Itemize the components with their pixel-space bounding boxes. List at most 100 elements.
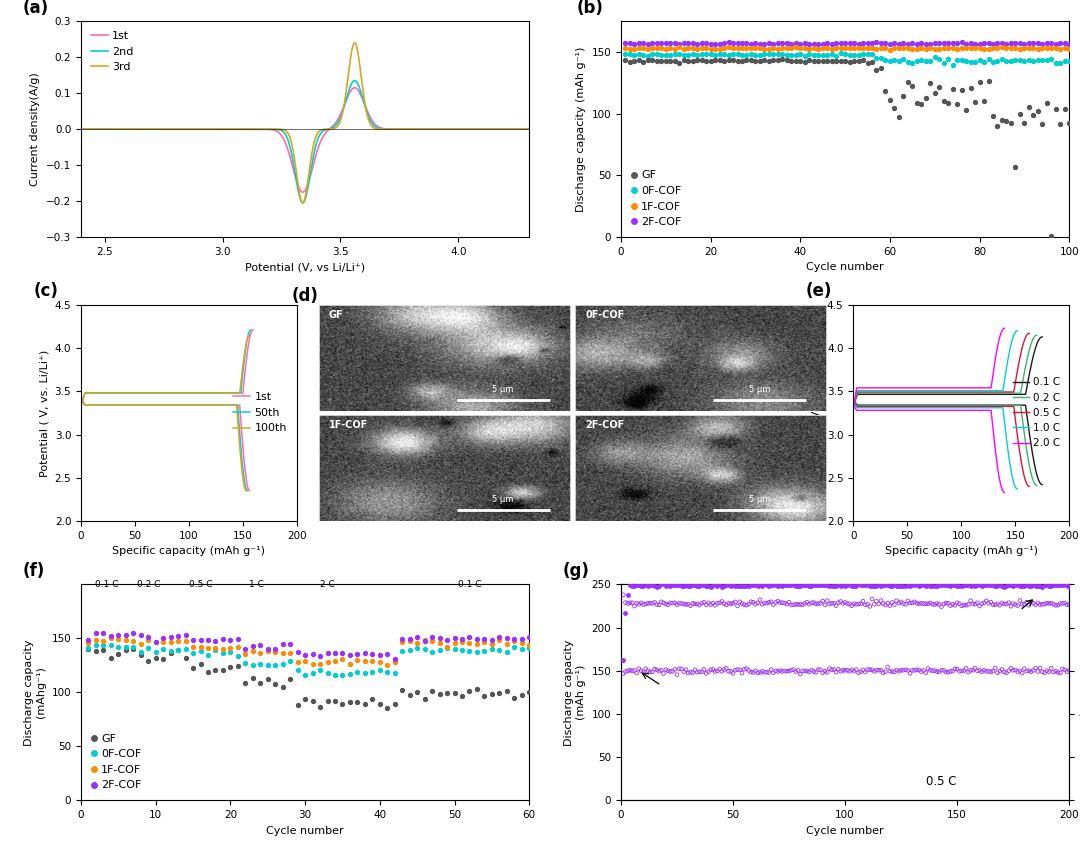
100th xyxy=(175,388,188,398)
Point xyxy=(802,579,820,592)
Point xyxy=(1011,664,1028,678)
Point xyxy=(800,597,818,611)
Point xyxy=(349,695,366,709)
Point xyxy=(756,666,773,679)
Point xyxy=(823,36,840,50)
Point xyxy=(727,579,744,593)
Point xyxy=(1048,56,1065,69)
Point xyxy=(773,47,791,61)
Point xyxy=(684,579,701,592)
Point xyxy=(1021,579,1038,592)
Point xyxy=(214,642,231,656)
Point xyxy=(942,579,959,593)
Point xyxy=(662,579,679,593)
Point xyxy=(829,595,847,609)
Point xyxy=(1042,41,1059,54)
Point xyxy=(476,689,494,702)
Point xyxy=(913,97,930,111)
Point xyxy=(827,49,845,63)
Point xyxy=(154,635,172,649)
Point xyxy=(229,649,246,662)
Point xyxy=(886,102,903,115)
Point xyxy=(1025,36,1042,50)
Point xyxy=(927,598,944,612)
Point xyxy=(998,597,1015,611)
Point xyxy=(633,664,650,678)
Point xyxy=(760,47,778,61)
3rd xyxy=(102,125,114,135)
Point xyxy=(483,688,500,701)
2nd xyxy=(102,125,114,135)
Point xyxy=(789,663,807,677)
Point xyxy=(805,595,822,609)
Point xyxy=(814,48,832,62)
Point xyxy=(953,83,970,97)
Point xyxy=(87,644,105,657)
Point xyxy=(708,579,726,593)
Point xyxy=(865,665,882,678)
Point xyxy=(821,579,838,592)
Point xyxy=(700,579,717,593)
Point xyxy=(955,664,972,678)
Point xyxy=(839,597,856,611)
Point xyxy=(1056,36,1074,50)
Point xyxy=(1018,579,1036,592)
Point xyxy=(684,36,701,50)
Point xyxy=(742,41,759,54)
Point xyxy=(868,595,886,608)
Point xyxy=(756,37,773,51)
Point xyxy=(303,657,321,671)
Point xyxy=(982,665,999,678)
Point xyxy=(960,579,977,592)
Point xyxy=(95,639,112,652)
3rd xyxy=(416,125,429,135)
Point xyxy=(865,579,882,593)
Point xyxy=(423,684,441,697)
Point xyxy=(771,596,788,610)
Point xyxy=(679,36,697,50)
Point xyxy=(1031,598,1049,612)
Point xyxy=(1056,54,1074,68)
Point xyxy=(827,579,845,592)
Point xyxy=(720,53,738,67)
Point xyxy=(648,54,665,68)
Point xyxy=(103,631,120,645)
Point xyxy=(617,595,634,609)
Point xyxy=(303,695,321,708)
Point xyxy=(787,41,805,54)
Point xyxy=(863,42,880,55)
Point xyxy=(635,42,652,55)
Point xyxy=(987,662,1004,675)
Point xyxy=(408,640,426,654)
Point xyxy=(881,54,899,68)
Point xyxy=(800,53,818,67)
Point xyxy=(664,578,681,591)
50th xyxy=(240,338,253,348)
Y-axis label: Discharge capacity
(mAhg⁻¹): Discharge capacity (mAhg⁻¹) xyxy=(25,639,46,745)
Point xyxy=(821,662,838,675)
Point xyxy=(948,53,966,66)
Point xyxy=(698,667,715,680)
Point xyxy=(154,642,172,656)
Point xyxy=(998,42,1015,55)
Point xyxy=(1002,579,1020,592)
Point xyxy=(1048,102,1065,116)
Point xyxy=(982,579,999,592)
Point xyxy=(615,653,632,667)
Point xyxy=(621,42,638,56)
Point xyxy=(805,42,822,55)
Point xyxy=(170,644,187,657)
Point xyxy=(1031,579,1049,593)
Point xyxy=(476,635,494,649)
Point xyxy=(935,94,953,108)
Point xyxy=(765,36,782,50)
Point xyxy=(252,638,269,651)
Point xyxy=(1054,596,1071,610)
Point xyxy=(289,699,307,712)
Point xyxy=(1036,597,1053,611)
Point xyxy=(841,665,859,678)
Text: GF: GF xyxy=(328,310,343,320)
Point xyxy=(848,663,865,677)
1st xyxy=(461,125,474,135)
Point xyxy=(372,663,389,677)
